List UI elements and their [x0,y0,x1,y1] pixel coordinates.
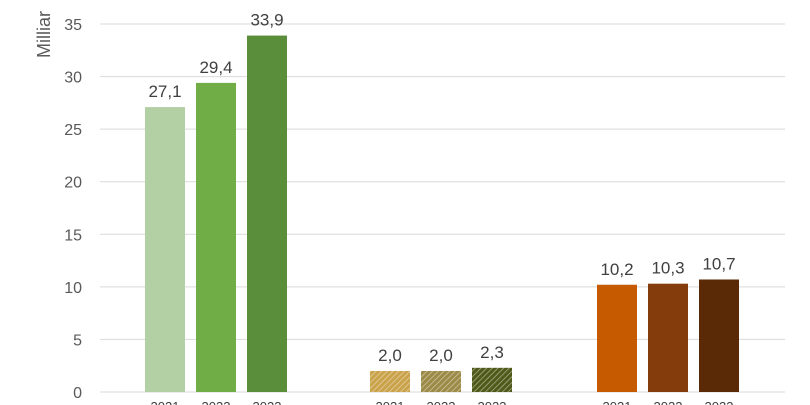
data-label: 10,7 [702,254,735,273]
y-tick-label: 20 [64,175,82,192]
y-tick-label: 25 [64,122,82,139]
data-label: 29,4 [199,58,232,77]
category-label: 2023 [253,399,282,405]
data-label: 10,3 [651,259,684,278]
bar [196,82,236,392]
bar [421,370,461,392]
category-label: 2021 [376,399,405,405]
bars [145,35,739,393]
y-tick-label: 35 [64,17,82,34]
bar [699,279,739,392]
data-label: 2,0 [429,346,453,365]
category-label: 2022 [427,399,456,405]
y-tick-label: 15 [64,227,82,244]
category-label: 2022 [654,399,683,405]
data-label: 33,9 [250,11,283,30]
bar [247,35,287,393]
bar [370,370,410,392]
bar [472,367,512,392]
y-tick-label: 30 [64,70,82,87]
y-tick-label: 5 [73,332,82,349]
data-label: 2,3 [480,343,504,362]
category-label: 2021 [151,399,180,405]
bar [648,283,688,392]
data-label: 2,0 [378,346,402,365]
bar [145,107,185,392]
data-label: 10,2 [600,260,633,279]
y-tick-label: 10 [64,280,82,297]
bar [597,284,637,392]
category-label: 2023 [478,399,507,405]
data-label: 27,1 [148,82,181,101]
category-label: 2022 [202,399,231,405]
y-axis-tick-labels: 0 5 10 15 20 25 30 35 [64,17,82,402]
category-label: 2023 [705,399,734,405]
y-tick-label: 0 [73,385,82,402]
y-axis-title: Milliar [34,11,54,58]
category-label: 2021 [603,399,632,405]
data-labels: 27,1 29,4 33,9 2,0 2,0 2,3 10,2 10,3 10,7 [148,11,735,365]
category-labels: 2021 2022 2023 2021 2022 2023 2021 2022 2023 [151,399,734,405]
